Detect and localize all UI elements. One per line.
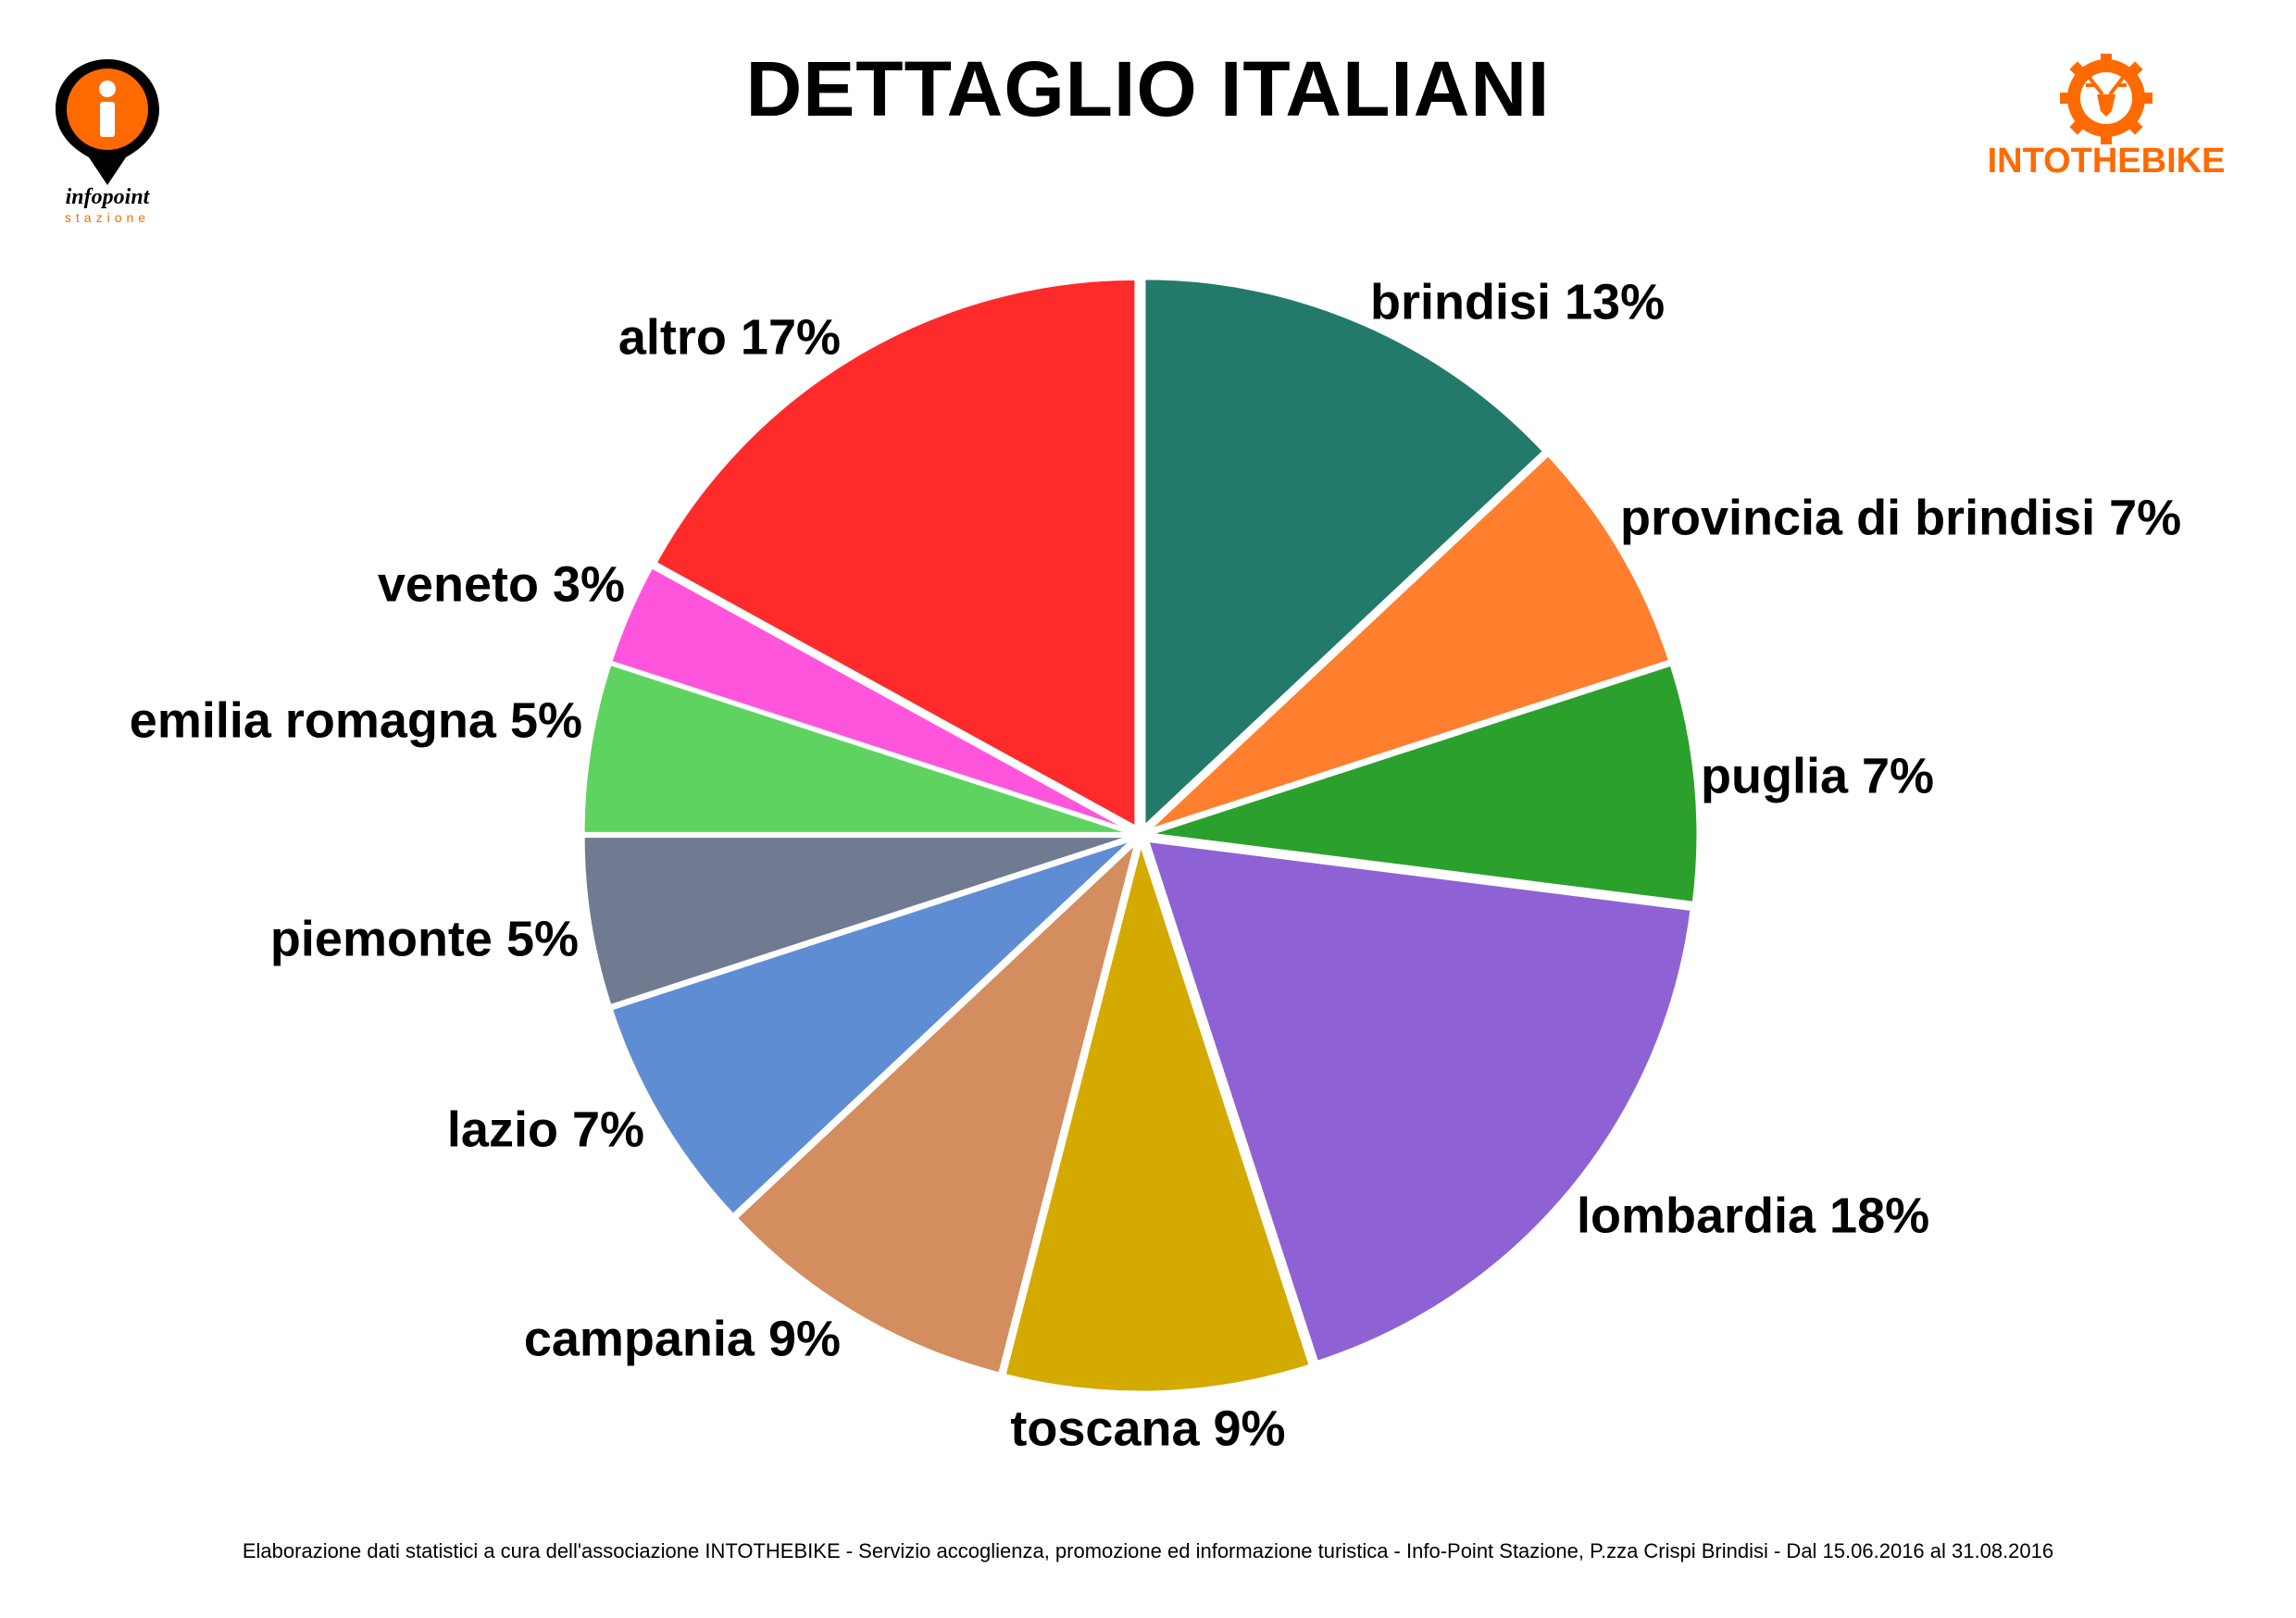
slice-label-4: toscana 9% [1010, 1400, 1285, 1456]
pie-slice-4 [1003, 839, 1313, 1394]
slice-label-7: piemonte 5% [270, 911, 579, 966]
stag-gear-icon [2060, 54, 2152, 144]
pie-slice-6 [609, 838, 1134, 1217]
intothebike-logo-text: INTOTHEBIKE [1988, 142, 2226, 180]
infopoint-logo-text: infopoint [66, 185, 151, 209]
intothebike-logo: INTOTHEBIKE [1988, 54, 2226, 180]
pie-slice-2 [1149, 663, 1700, 904]
footer-note: Elaborazione dati statistici a cura dell… [242, 1539, 2054, 1562]
pie-slices [581, 277, 1700, 1394]
slice-label-5: campania 9% [524, 1311, 841, 1366]
page-title: DETTAGLIO ITALIANI [745, 45, 1551, 132]
pie-labels: brindisi 13% provincia di brindisi 7% pugl… [130, 274, 2181, 1456]
slice-label-1: provincia di brindisi 7% [1620, 490, 2181, 545]
pie-slice-1 [1147, 453, 1672, 832]
slice-label-8: emilia romagna 5% [130, 692, 582, 748]
info-pin-icon [56, 59, 159, 185]
slice-label-6: lazio 7% [447, 1101, 644, 1157]
infopoint-logo: infopoint stazione [56, 59, 159, 225]
pie-slice-0 [1142, 277, 1546, 830]
slice-label-9: veneto 3% [378, 556, 625, 612]
pie-slice-9 [608, 565, 1133, 833]
pie-slice-3 [1145, 839, 1693, 1364]
slice-label-2: puglia 7% [1701, 748, 1934, 803]
slice-label-10: altro 17% [618, 309, 841, 365]
slice-label-3: lombardia 18% [1577, 1188, 1929, 1243]
slice-label-0: brindisi 13% [1370, 274, 1665, 330]
pie-slice-8 [581, 662, 1132, 835]
infopoint-logo-subtext: stazione [65, 210, 150, 225]
pie-slice-10 [654, 277, 1138, 829]
pie-slice-5 [734, 838, 1139, 1375]
pie-slice-7 [581, 835, 1132, 1008]
